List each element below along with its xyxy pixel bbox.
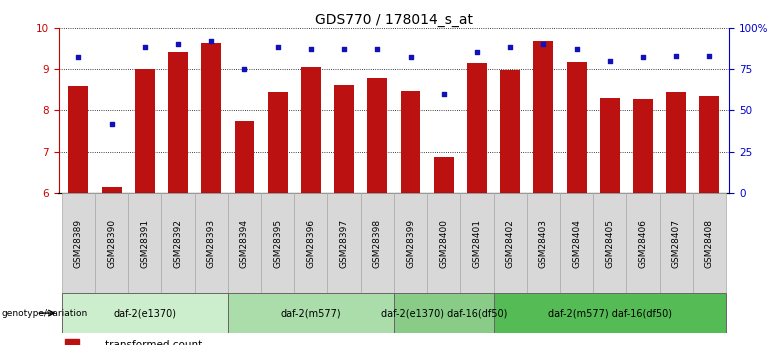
- Point: [636, 55, 649, 60]
- FancyBboxPatch shape: [494, 193, 526, 293]
- Bar: [201, 43, 222, 193]
- Text: GSM28404: GSM28404: [572, 219, 581, 268]
- Bar: [135, 69, 154, 193]
- Bar: [534, 41, 553, 193]
- Point: [537, 41, 550, 47]
- Text: GSM28394: GSM28394: [240, 219, 249, 268]
- Point: [404, 55, 417, 60]
- Point: [504, 45, 516, 50]
- Bar: [633, 99, 653, 193]
- Text: GSM28391: GSM28391: [140, 219, 149, 268]
- FancyBboxPatch shape: [693, 193, 726, 293]
- Point: [570, 46, 583, 52]
- Bar: [467, 63, 487, 193]
- Bar: [434, 157, 454, 193]
- FancyBboxPatch shape: [626, 193, 660, 293]
- FancyBboxPatch shape: [394, 293, 494, 333]
- Text: daf-2(m577): daf-2(m577): [281, 308, 341, 318]
- Bar: [334, 85, 354, 193]
- FancyBboxPatch shape: [394, 193, 427, 293]
- FancyBboxPatch shape: [360, 193, 394, 293]
- Point: [670, 53, 682, 59]
- Bar: [600, 98, 620, 193]
- Point: [238, 66, 250, 72]
- Bar: [268, 92, 288, 193]
- Bar: [401, 91, 420, 193]
- FancyBboxPatch shape: [560, 193, 593, 293]
- FancyBboxPatch shape: [294, 193, 328, 293]
- Point: [271, 45, 284, 50]
- Point: [338, 46, 350, 52]
- Bar: [566, 61, 587, 193]
- Text: transformed count: transformed count: [105, 341, 203, 345]
- Point: [438, 91, 450, 97]
- Bar: [66, 339, 80, 345]
- Bar: [500, 70, 520, 193]
- Text: daf-2(e1370) daf-16(df50): daf-2(e1370) daf-16(df50): [381, 308, 507, 318]
- Bar: [301, 67, 321, 193]
- FancyBboxPatch shape: [427, 193, 460, 293]
- Text: GSM28389: GSM28389: [74, 219, 83, 268]
- Text: genotype/variation: genotype/variation: [2, 308, 88, 318]
- FancyBboxPatch shape: [195, 193, 228, 293]
- Bar: [700, 96, 719, 193]
- Bar: [367, 78, 387, 193]
- FancyBboxPatch shape: [494, 293, 726, 333]
- Text: GSM28408: GSM28408: [705, 219, 714, 268]
- FancyBboxPatch shape: [128, 193, 161, 293]
- Text: daf-2(e1370): daf-2(e1370): [113, 308, 176, 318]
- Text: GSM28401: GSM28401: [473, 219, 481, 268]
- FancyBboxPatch shape: [526, 193, 560, 293]
- Point: [105, 121, 118, 126]
- Text: GSM28407: GSM28407: [672, 219, 681, 268]
- FancyBboxPatch shape: [328, 193, 360, 293]
- Text: GSM28403: GSM28403: [539, 219, 548, 268]
- FancyBboxPatch shape: [95, 193, 128, 293]
- FancyBboxPatch shape: [460, 193, 494, 293]
- Text: GSM28402: GSM28402: [505, 219, 515, 268]
- Text: GSM28390: GSM28390: [107, 219, 116, 268]
- Point: [470, 50, 483, 55]
- FancyBboxPatch shape: [62, 293, 228, 333]
- Bar: [101, 187, 122, 193]
- Text: daf-2(m577) daf-16(df50): daf-2(m577) daf-16(df50): [548, 308, 672, 318]
- Point: [604, 58, 616, 63]
- Point: [73, 55, 85, 60]
- Text: GSM28406: GSM28406: [639, 219, 647, 268]
- Text: GSM28400: GSM28400: [439, 219, 448, 268]
- Point: [305, 46, 317, 52]
- Text: GSM28392: GSM28392: [173, 219, 183, 268]
- FancyBboxPatch shape: [161, 193, 195, 293]
- Text: GSM28396: GSM28396: [307, 219, 315, 268]
- Text: GSM28399: GSM28399: [406, 219, 415, 268]
- Point: [139, 45, 151, 50]
- Bar: [235, 121, 254, 193]
- FancyBboxPatch shape: [62, 193, 95, 293]
- Text: GSM28397: GSM28397: [339, 219, 349, 268]
- Point: [371, 46, 384, 52]
- Bar: [666, 92, 686, 193]
- FancyBboxPatch shape: [593, 193, 626, 293]
- Text: GSM28405: GSM28405: [605, 219, 615, 268]
- Text: GSM28393: GSM28393: [207, 219, 216, 268]
- Point: [205, 38, 218, 43]
- Bar: [168, 52, 188, 193]
- Bar: [69, 86, 88, 193]
- Point: [703, 53, 715, 59]
- FancyBboxPatch shape: [261, 193, 294, 293]
- FancyBboxPatch shape: [660, 193, 693, 293]
- Text: GSM28395: GSM28395: [273, 219, 282, 268]
- FancyBboxPatch shape: [228, 293, 394, 333]
- Point: [172, 41, 184, 47]
- Text: GSM28398: GSM28398: [373, 219, 381, 268]
- FancyBboxPatch shape: [228, 193, 261, 293]
- Title: GDS770 / 178014_s_at: GDS770 / 178014_s_at: [315, 12, 473, 27]
